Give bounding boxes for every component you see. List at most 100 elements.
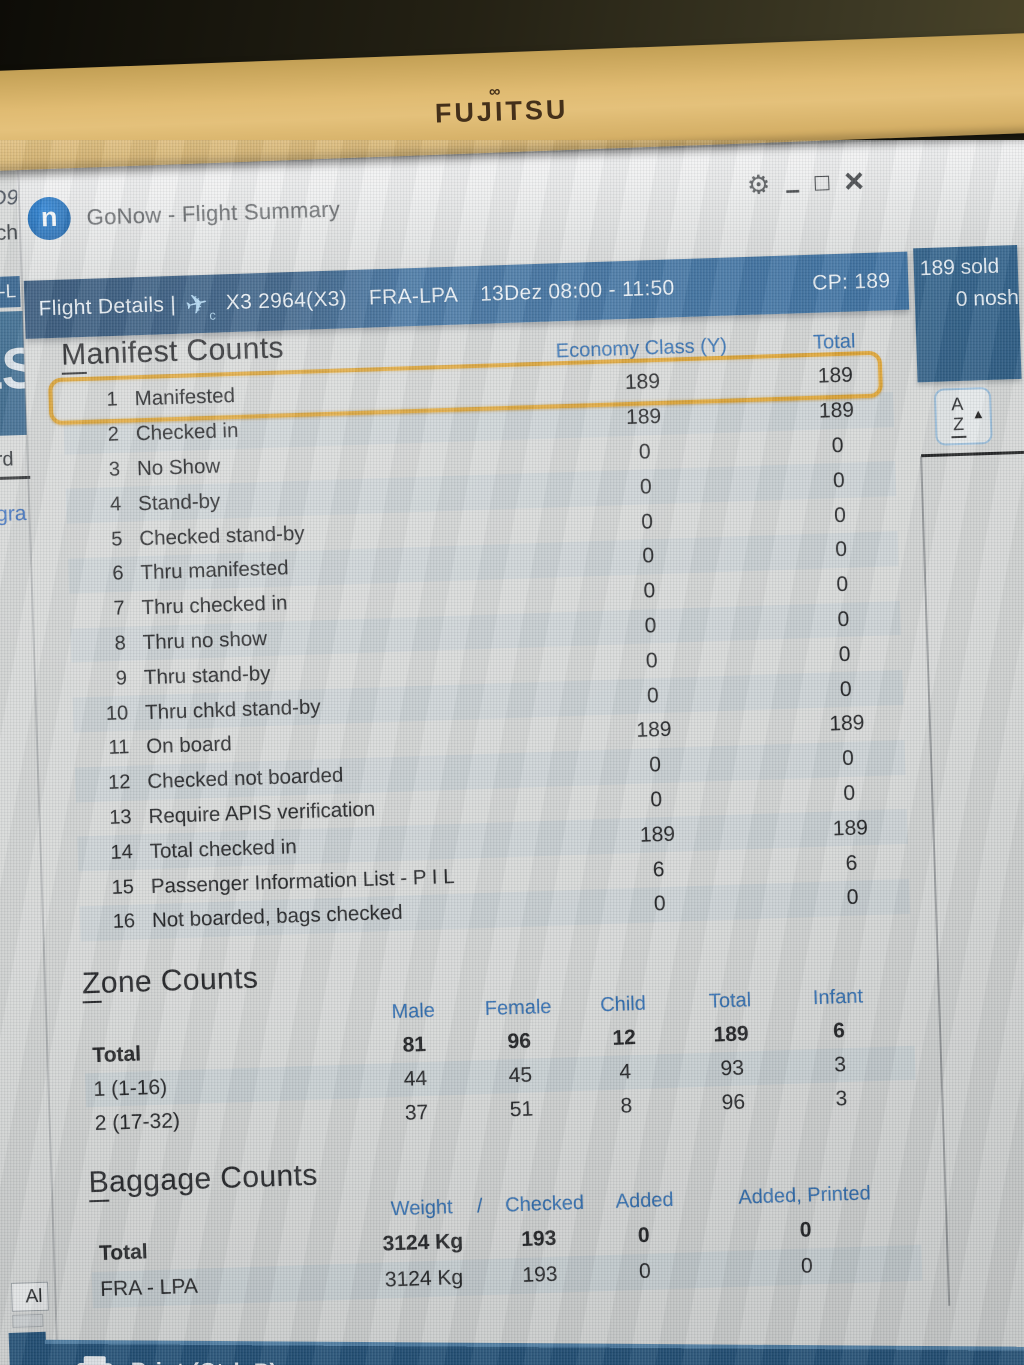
economy-count: 189 [639,822,676,847]
baggage-counts-section: Baggage Counts Weight / Checked Added Ad… [88,1139,923,1309]
maximize-button[interactable]: □ [814,168,830,197]
row-number: 9 [115,666,128,690]
flight-datetime: 13Dez 08:00 - 11:50 [479,276,675,306]
row-label: Manifested [134,384,236,411]
weight-value: 3124 Kg [384,1265,464,1292]
row-number: 10 [105,701,129,725]
row-number: 4 [109,493,122,516]
added-printed-value: 0 [799,1218,812,1242]
row-label: Checked in [135,419,239,446]
added-value: 0 [637,1223,650,1248]
window-left-edge [17,170,59,1354]
row-label: Thru manifested [140,556,289,585]
row-number: 13 [108,806,132,829]
footer-bar: Print (Ctrl+P) [44,1339,1024,1365]
row-label: Thru no show [142,627,268,655]
total-count: 189 [832,815,869,841]
row-label: Thru checked in [141,591,288,620]
gear-icon[interactable]: ⚙ [746,169,771,200]
row-label: Not boarded, bags checked [151,901,404,933]
total-count: 0 [836,572,849,597]
added-value: 0 [638,1259,652,1284]
total-count: 0 [831,433,844,458]
economy-count: 0 [638,440,651,464]
economy-count: 0 [645,648,658,673]
bg-fragment-small-chip [12,1313,44,1328]
total-count: 0 [834,538,848,562]
child-count: 8 [620,1094,633,1118]
close-button[interactable]: × [843,162,865,201]
row-label: Thru chkd stand-by [144,694,321,724]
male-count: 37 [404,1100,429,1125]
sort-az-button[interactable]: A Z ▲ [933,386,993,446]
total-count: 0 [837,607,850,632]
economy-count: 189 [625,405,662,430]
row-label: Require APIS verification [148,797,376,829]
app-logo-icon: n [26,196,72,241]
bg-fragment-ard: ard [0,448,14,472]
economy-count: 0 [640,509,654,534]
checked-value: 193 [520,1226,557,1251]
flight-number: X3 2964(X3) [225,287,348,315]
weight-column-header: Weight [390,1196,453,1221]
fujitsu-infinity-mark: ∞ [488,83,501,101]
panel-divider-line [920,450,1024,458]
row-number: 5 [110,527,123,551]
row-label: Total checked in [149,834,298,863]
row-label: Thru stand-by [143,661,271,689]
economy-count: 0 [639,475,653,499]
row-number: 16 [112,910,136,934]
child-count: 4 [619,1060,632,1084]
zone-table: Total 81 96 12 189 6 1 (1-16) 44 45 4 93 [84,1012,917,1141]
sold-count: 189 sold [919,254,1000,281]
row-number: 6 [112,562,124,586]
manifest-table: 1 Manifested 189 189 2 Checked in 189 18… [62,357,911,942]
bg-fragment-route-chip: A-L [0,276,21,309]
window-controls: ⚙ – □ × [746,162,864,205]
total-count: 96 [721,1090,746,1115]
male-column-header: Male [391,999,436,1024]
noshow-count: 0 nosh [955,285,1020,312]
added-column-header: Added [615,1188,674,1213]
baggage-table: Total 3124 Kg 193 0 0 FRA - LPA 3124 Kg … [90,1209,923,1309]
female-column-header: Female [484,995,552,1021]
zone-counts-section: Zone Counts Male Female Child Total Infa… [81,940,916,1135]
row-label: Checked stand-by [138,521,305,550]
panel-vertical-separator [920,456,951,1306]
total-count: 6 [845,851,858,875]
bg-fragment-blue-strip [8,1331,49,1365]
row-number: 15 [111,875,135,899]
total-count: 189 [713,1022,750,1047]
total-count: 0 [838,642,851,666]
sold-noshow-panel: 189 sold 0 nosh [913,244,1022,383]
total-count: 0 [832,468,846,492]
economy-count: 189 [636,718,672,743]
baggage-label: Total [98,1240,148,1265]
total-count: 189 [828,711,865,736]
bg-fragment-link: ogra [0,501,27,527]
total-column-header: Total [708,989,752,1013]
female-count: 45 [508,1063,533,1088]
female-count: 51 [509,1097,534,1122]
economy-count: 0 [644,614,657,638]
airline-plane-icon: ✈ [182,286,213,322]
infant-count: 3 [833,1053,847,1077]
capacity-label: CP: 189 [811,269,891,295]
flight-route: FRA-LPA [368,283,459,310]
row-number: 14 [110,840,134,864]
male-count: 44 [403,1066,428,1091]
print-button[interactable]: Print (Ctrl+P) [76,1356,278,1365]
added-printed-value: 0 [800,1254,814,1278]
row-number: 1 [106,388,119,412]
row-label: No Show [136,454,221,481]
zone-label: 2 (17-32) [94,1109,181,1136]
tab-flight-details[interactable]: Flight Details | [38,292,177,321]
print-label: Print (Ctrl+P) [131,1357,278,1365]
minimize-button[interactable]: – [784,174,801,205]
bg-fragment-divider [0,475,31,481]
weight-value: 3124 Kg [382,1229,464,1256]
row-number: 2 [107,423,120,446]
row-number: 7 [113,597,126,620]
weight-checked-separator: / [476,1195,483,1218]
infant-column-header: Infant [812,985,864,1010]
